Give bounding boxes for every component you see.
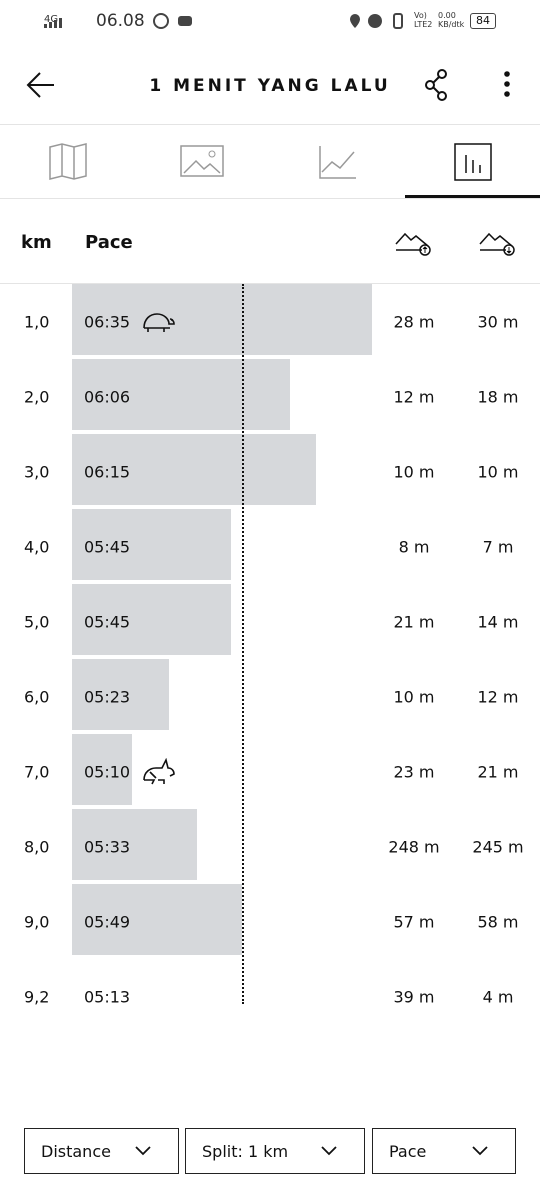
map-tab[interactable]	[48, 143, 88, 181]
descent-icon	[479, 232, 515, 256]
ascent: 12 m	[393, 387, 435, 406]
pace: 05:33	[84, 837, 131, 856]
pace: 05:13	[84, 987, 131, 1006]
graph-tab[interactable]	[318, 144, 358, 180]
ascent-icon	[395, 232, 431, 256]
share-button[interactable]	[422, 68, 452, 102]
divider	[0, 283, 540, 284]
pace-dropdown[interactable]: Pace	[372, 1128, 516, 1174]
chevron	[321, 1146, 337, 1156]
average-line	[242, 284, 245, 1004]
label: Pace	[389, 1141, 427, 1161]
descent: 4 m	[482, 987, 514, 1006]
status-icons	[350, 13, 403, 29]
tab-indicator	[405, 195, 540, 198]
pace: 06:06	[84, 387, 131, 406]
label: Split: 1 km	[202, 1141, 289, 1161]
pace-bar	[72, 809, 197, 880]
split-dropdown[interactable]: Split: 1 km	[185, 1128, 365, 1174]
pace: 06:15	[84, 462, 131, 481]
km: 3,0	[24, 462, 50, 481]
descent: 245 m	[472, 837, 524, 856]
pace-bar	[72, 659, 169, 730]
ascent: 10 m	[393, 462, 435, 481]
ascent: 10 m	[393, 687, 435, 706]
ascent: 23 m	[393, 762, 435, 781]
descent: 30 m	[477, 312, 519, 331]
pace-bar	[72, 734, 132, 805]
divider	[0, 198, 540, 199]
pace-bar	[72, 434, 316, 505]
clock: 06.08	[96, 11, 145, 31]
descent: 21 m	[477, 762, 519, 781]
ascent: 8 m	[398, 537, 430, 556]
divider	[0, 124, 540, 125]
pace: 05:49	[84, 912, 131, 931]
pace: 05:10	[84, 762, 131, 781]
chevron	[135, 1146, 151, 1156]
pace-bar	[72, 884, 243, 955]
ascent: 28 m	[393, 312, 435, 331]
descent: 10 m	[477, 462, 519, 481]
ascent: 248 m	[388, 837, 440, 856]
fastest-icon	[140, 757, 176, 790]
descent: 58 m	[477, 912, 519, 931]
descent: 14 m	[477, 612, 519, 631]
menu-button[interactable]	[500, 70, 514, 100]
signal-icon	[44, 18, 62, 28]
descent: 12 m	[477, 687, 519, 706]
pace: 05:45	[84, 537, 131, 556]
pace-bar	[72, 509, 231, 580]
ascent: 39 m	[393, 987, 435, 1006]
descent: 18 m	[477, 387, 519, 406]
network: 4G	[44, 14, 59, 25]
km: 7,0	[24, 762, 50, 781]
distance-dropdown[interactable]: Distance	[24, 1128, 179, 1174]
battery: 84	[470, 13, 496, 29]
ascent: 21 m	[393, 612, 435, 631]
slowest-icon	[140, 308, 176, 338]
km: 5,0	[24, 612, 50, 631]
net-speed: 0.00 KB/dtk	[438, 11, 465, 29]
km: 2,0	[24, 387, 50, 406]
pace-header: Pace	[85, 232, 133, 253]
title: 1 MENIT YANG LALU	[149, 76, 391, 96]
ascent: 57 m	[393, 912, 435, 931]
km-header: km	[21, 232, 52, 253]
pace-bar	[72, 284, 372, 355]
pace: 06:35	[84, 312, 131, 331]
lte: Vo) LTE2	[414, 11, 433, 29]
km: 9,0	[24, 912, 50, 931]
back-button[interactable]	[24, 68, 58, 102]
km: 6,0	[24, 687, 50, 706]
km: 9,2	[24, 987, 50, 1006]
pace: 05:23	[84, 687, 131, 706]
chevron	[472, 1146, 488, 1156]
pace-bar	[72, 359, 291, 430]
pace: 05:45	[84, 612, 131, 631]
km: 4,0	[24, 537, 50, 556]
label: Distance	[41, 1141, 111, 1161]
app-icons	[153, 13, 192, 29]
photo-tab[interactable]	[180, 145, 224, 179]
descent: 7 m	[482, 537, 514, 556]
km: 8,0	[24, 837, 50, 856]
km: 1,0	[24, 312, 50, 331]
pace-bar	[72, 584, 231, 655]
splits-tab[interactable]	[454, 143, 492, 181]
